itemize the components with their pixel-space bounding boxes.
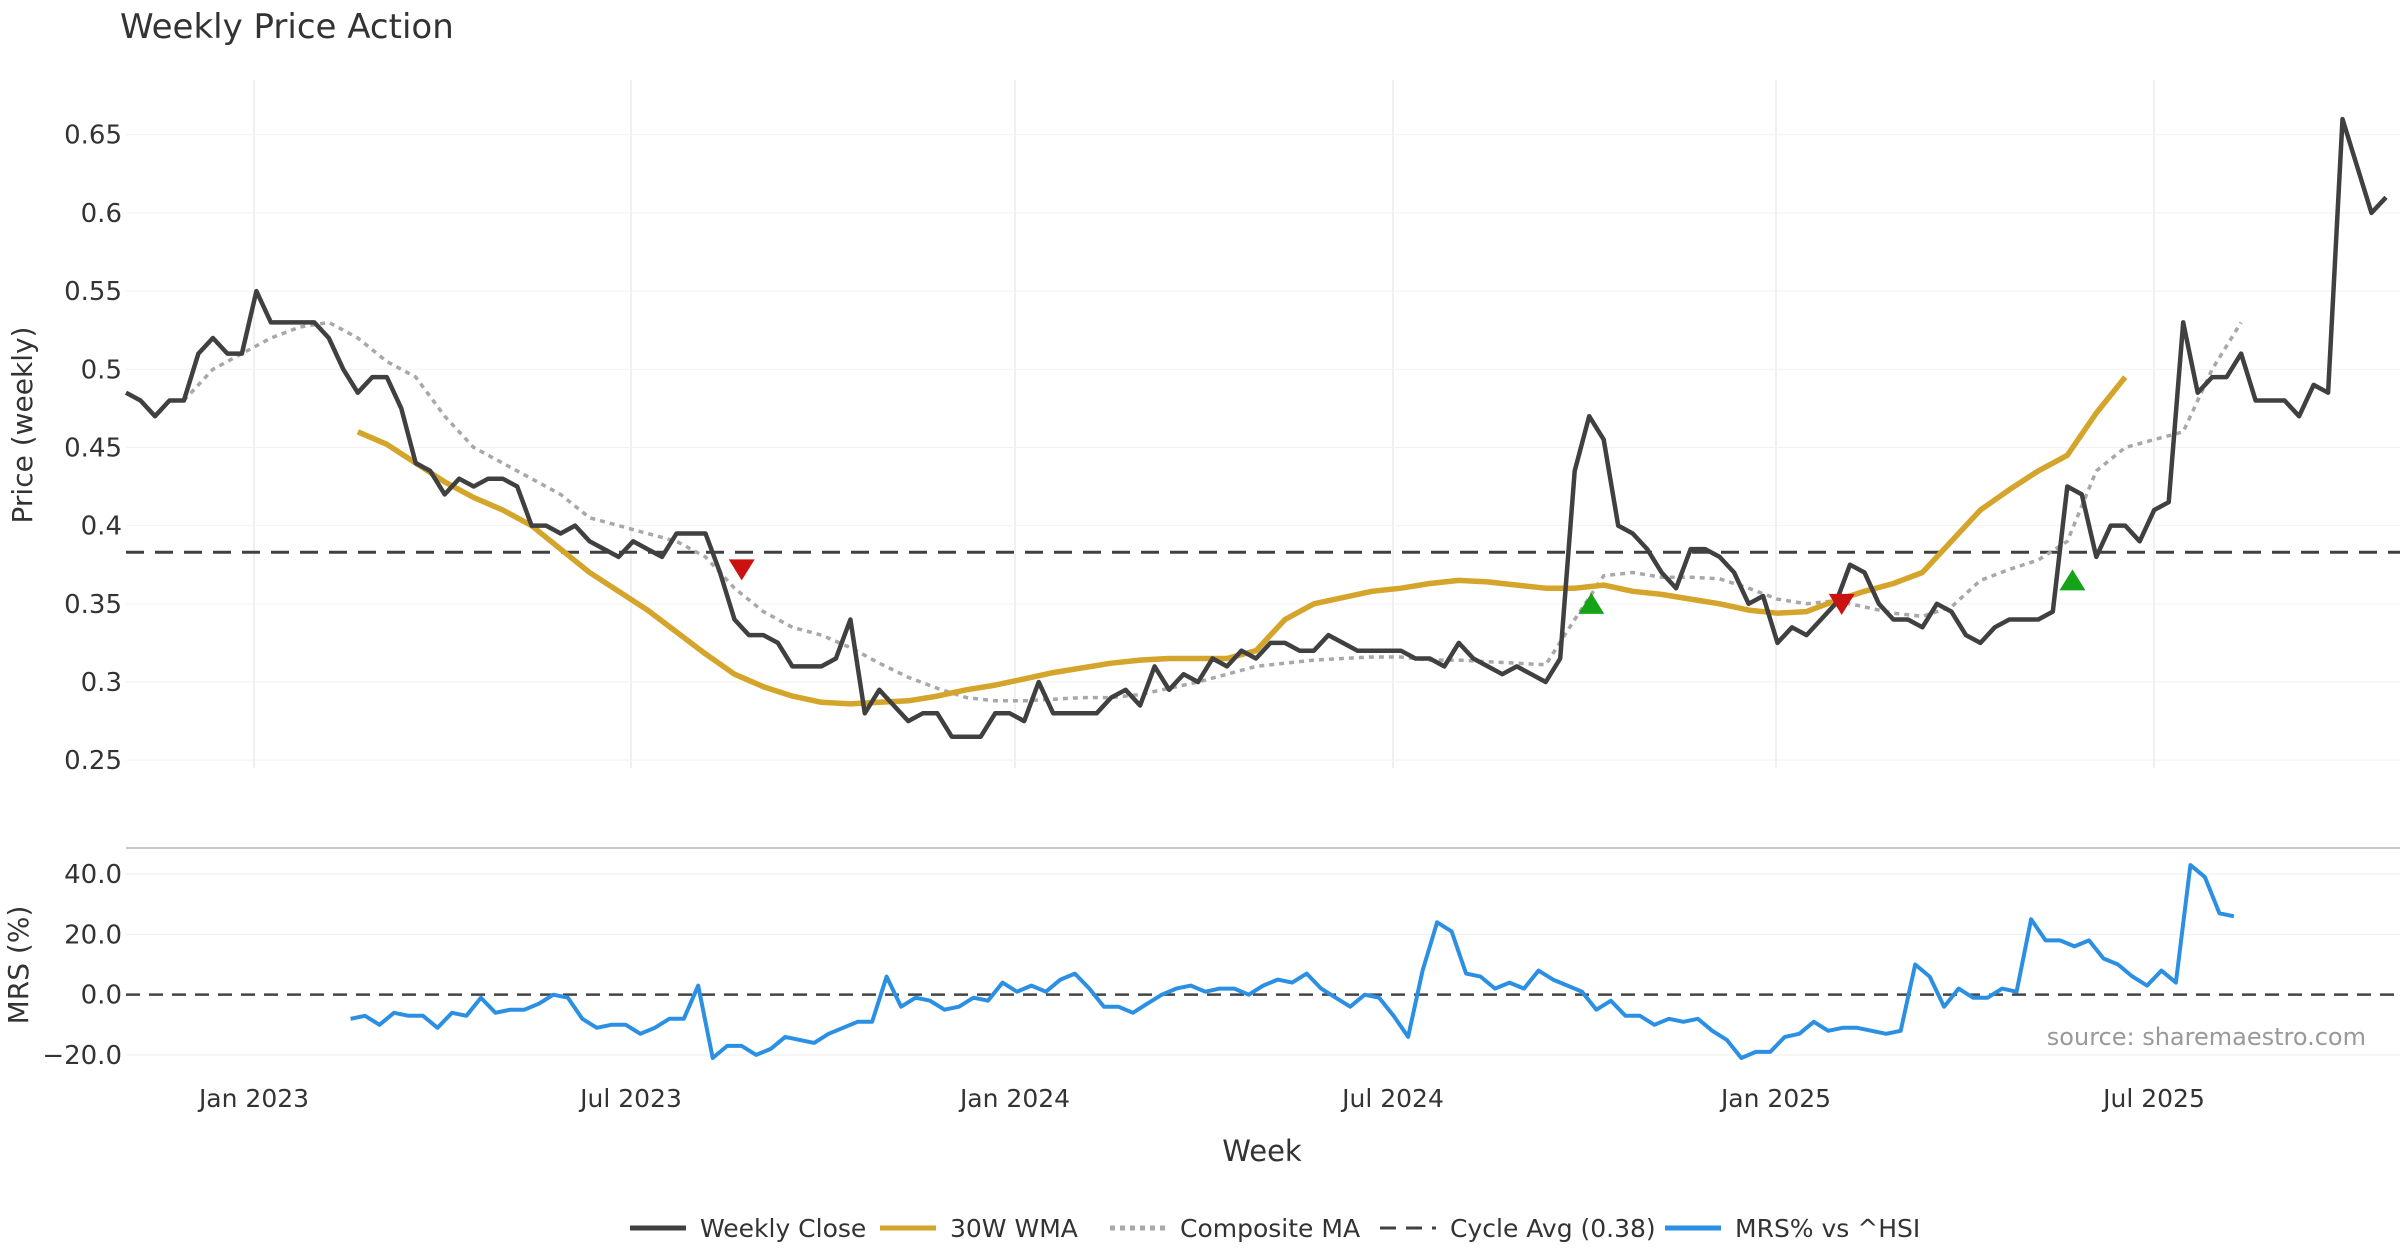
legend-item: Composite MA [1110,1214,1360,1243]
composite-ma-line [182,320,2243,703]
price-panel: 0.25 0.3 0.35 0.4 0.45 0.5 0.55 0.6 0.65 Price (… [6,80,2400,776]
mrs-panel: −20.0 0.0 20.0 40.0 MRS (%) source: sharema… [2,860,2400,1071]
legend-label: Cycle Avg (0.38) [1450,1214,1656,1243]
x-tick-label: Jul 2024 [1340,1084,1444,1113]
x-axis-label: Week [1222,1134,1302,1168]
x-tick-label: Jul 2025 [2101,1084,2205,1113]
mrs-y-tick-label: 0.0 [81,981,122,1011]
price-lines [124,116,2400,739]
x-axis-ticks: Jan 2023 Jul 2023 Jan 2024 Jul 2024 Jan 2025… [197,1084,2205,1113]
legend-label: MRS% vs ^HSI [1735,1214,1920,1243]
price-y-tick-label: 0.25 [64,746,122,776]
legend-item: Weekly Close [630,1214,866,1243]
price-y-tick-label: 0.55 [64,277,122,307]
chart-title: Weekly Price Action [120,7,454,47]
mrs-grid [126,873,2400,1056]
legend-item: Cycle Avg (0.38) [1380,1214,1656,1243]
price-y-ticks: 0.25 0.3 0.35 0.4 0.45 0.5 0.55 0.6 0.65 [64,121,122,776]
price-y-tick-label: 0.3 [81,668,122,698]
legend-label: Weekly Close [700,1214,866,1243]
price-signals [728,559,2086,615]
mrs-y-tick-label: −20.0 [42,1041,122,1071]
x-tick-label: Jan 2025 [1719,1084,1831,1113]
mrs-line [350,863,2235,1060]
sell-signal-marker [1828,593,1855,615]
x-tick-label: Jan 2024 [958,1084,1070,1113]
price-y-tick-label: 0.45 [64,433,122,463]
price-y-tick-label: 0.65 [64,121,122,151]
buy-signal-marker [2059,569,2086,591]
price-y-tick-label: 0.35 [64,590,122,620]
sell-signal-marker [728,559,755,581]
weekly-close-line [124,116,2388,739]
mrs-y-tick-label: 20.0 [64,920,122,950]
price-y-axis-label: Price (weekly) [6,327,39,524]
price-grid [126,80,2400,768]
price-y-tick-label: 0.4 [81,512,122,542]
price-y-tick-label: 0.6 [81,199,122,229]
x-tick-label: Jul 2023 [578,1084,682,1113]
mrs-y-axis-label: MRS (%) [2,906,35,1025]
legend: Weekly Close 30W WMA Composite MA Cycle Avg… [630,1214,1920,1243]
legend-item: MRS% vs ^HSI [1665,1214,1920,1243]
mrs-lines [350,863,2235,1060]
legend-item: 30W WMA [880,1214,1078,1243]
wma-30w-line [356,375,2128,707]
legend-label: 30W WMA [950,1214,1078,1243]
buy-signal-marker [1578,592,1605,614]
mrs-y-tick-label: 40.0 [64,860,122,890]
x-tick-label: Jan 2023 [197,1084,309,1113]
legend-label: Composite MA [1180,1214,1360,1243]
mrs-y-ticks: −20.0 0.0 20.0 40.0 [42,860,122,1071]
source-annotation: source: sharemaestro.com [2047,1023,2366,1051]
price-y-tick-label: 0.5 [81,355,122,385]
